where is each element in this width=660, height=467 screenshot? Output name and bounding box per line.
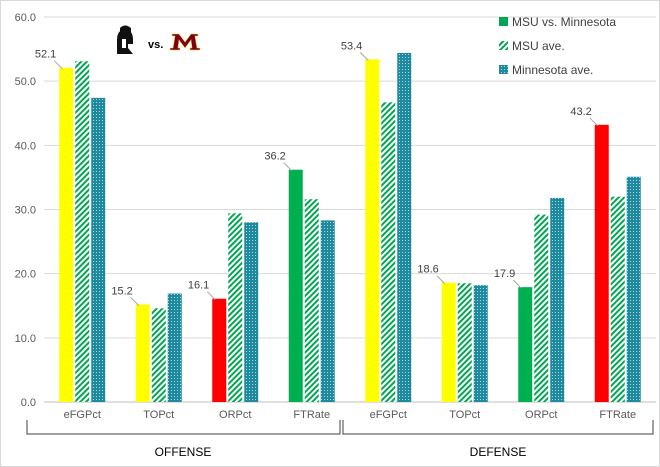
data-labels: 52.1 15.2 16.1 36.2 53.4 18.6 17.9 43.2 bbox=[35, 40, 599, 306]
data-label: 53.4 bbox=[341, 40, 362, 52]
data-label-leader bbox=[130, 297, 140, 306]
bar-msu-ave bbox=[534, 214, 549, 402]
bar-minnesota-ave bbox=[550, 197, 565, 402]
data-label: 15.2 bbox=[111, 285, 132, 297]
data-label-leader bbox=[206, 291, 216, 301]
legend: MSU vs. Minnesota MSU ave. Minnesota ave… bbox=[499, 15, 616, 77]
legend-item-msu-vs-minnesota: MSU vs. Minnesota bbox=[499, 15, 616, 29]
data-label: 18.6 bbox=[417, 264, 438, 276]
data-label: 43.2 bbox=[570, 106, 591, 118]
bar-minnesota-ave bbox=[91, 97, 106, 402]
category-label: eFGPct bbox=[64, 409, 101, 421]
y-axis-ticks: 0.0 10.0 20.0 30.0 40.0 50.0 60.0 bbox=[15, 12, 36, 409]
data-label: 52.1 bbox=[35, 49, 56, 61]
y-tick-label: 0.0 bbox=[21, 397, 36, 409]
y-tick-label: 40.0 bbox=[15, 140, 36, 152]
category-label: FTRate bbox=[599, 409, 636, 421]
y-tick-label: 30.0 bbox=[15, 205, 36, 217]
category-label: ORPct bbox=[525, 409, 557, 421]
vs-label: vs. bbox=[148, 39, 163, 51]
legend-item-msu-ave: MSU ave. bbox=[499, 39, 565, 53]
bar-minnesota-ave bbox=[320, 220, 335, 402]
legend-item-minnesota-ave: Minnesota ave. bbox=[499, 63, 593, 77]
data-label-leader bbox=[359, 51, 369, 61]
bar-msu-vs-minnesota bbox=[441, 282, 456, 402]
y-tick-label: 50.0 bbox=[15, 76, 36, 88]
bar-msu-ave bbox=[75, 61, 90, 403]
data-label: 16.1 bbox=[188, 280, 209, 292]
y-tick-label: 20.0 bbox=[15, 269, 36, 281]
bar-msu-vs-minnesota bbox=[212, 298, 227, 402]
bar-msu-ave bbox=[304, 199, 319, 402]
bar-msu-vs-minnesota bbox=[594, 124, 609, 403]
bar-msu-vs-minnesota bbox=[365, 59, 380, 402]
data-label-leader bbox=[283, 162, 293, 172]
group-bracket-defense: DEFENSE bbox=[342, 420, 654, 459]
y-tick-label: 10.0 bbox=[15, 333, 36, 345]
data-label: 36.2 bbox=[264, 151, 285, 163]
data-label: 17.9 bbox=[494, 268, 515, 280]
bar-msu-ave bbox=[381, 102, 396, 402]
bar-msu-vs-minnesota bbox=[59, 67, 74, 403]
group-bracket-offense: OFFENSE bbox=[26, 420, 341, 459]
y-tick-label: 60.0 bbox=[15, 12, 36, 24]
bar-minnesota-ave bbox=[167, 293, 182, 402]
bar-minnesota-ave bbox=[397, 52, 412, 402]
svg-text:MSU vs. Minnesota: MSU vs. Minnesota bbox=[512, 15, 616, 29]
category-labels: eFGPct TOPct ORPct FTRate eFGPct TOPct ORPct FT… bbox=[64, 409, 636, 421]
bar-msu-vs-minnesota bbox=[135, 304, 150, 402]
bar-msu-vs-minnesota bbox=[518, 287, 533, 402]
category-label: ORPct bbox=[219, 409, 251, 421]
bars bbox=[59, 52, 641, 403]
category-label: TOPct bbox=[449, 409, 480, 421]
data-label-leader bbox=[53, 60, 63, 70]
data-label-leader bbox=[436, 275, 446, 285]
group-label-offense: OFFENSE bbox=[155, 445, 212, 459]
bar-msu-ave bbox=[457, 283, 472, 402]
svg-text:MSU ave.: MSU ave. bbox=[512, 39, 565, 53]
group-label-defense: DEFENSE bbox=[470, 445, 527, 459]
minnesota-m-logo-icon bbox=[169, 33, 201, 51]
bar-minnesota-ave bbox=[473, 285, 488, 402]
data-label-leader bbox=[589, 117, 599, 127]
category-label: TOPct bbox=[143, 409, 174, 421]
bar-msu-ave bbox=[151, 308, 166, 402]
category-label: eFGPct bbox=[370, 409, 407, 421]
bar-minnesota-ave bbox=[626, 176, 641, 402]
bar-msu-ave bbox=[228, 213, 243, 402]
category-label: FTRate bbox=[293, 409, 330, 421]
data-label-leader bbox=[512, 279, 522, 289]
spartan-helmet-icon bbox=[117, 25, 133, 54]
svg-text:Minnesota ave.: Minnesota ave. bbox=[512, 63, 593, 77]
bar-minnesota-ave bbox=[244, 222, 259, 402]
bar-msu-vs-minnesota bbox=[288, 169, 303, 402]
bar-msu-ave bbox=[610, 196, 625, 402]
